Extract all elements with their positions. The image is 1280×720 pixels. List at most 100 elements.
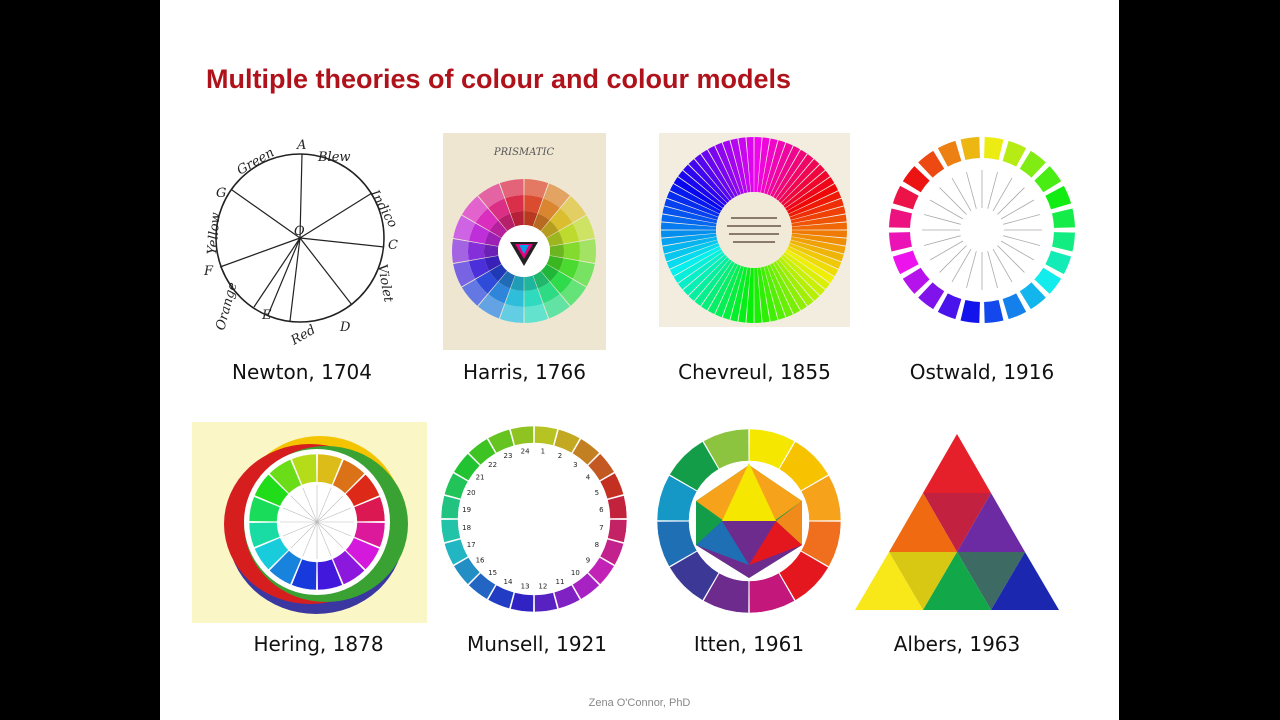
harris-wheel-segment bbox=[484, 231, 502, 247]
chevreul-wheel-segment bbox=[757, 267, 770, 323]
chevreul-wheel-segment bbox=[661, 230, 717, 238]
ostwald-wheel-segment bbox=[889, 208, 912, 228]
chevreul-wheel-segment bbox=[785, 177, 835, 211]
caption-hering: Hering, 1878 bbox=[253, 632, 384, 656]
harris-wheel-segment bbox=[468, 241, 485, 261]
hering-spoke bbox=[302, 521, 318, 557]
harris-wheel-segment bbox=[543, 183, 570, 208]
harris-wheel-segment bbox=[453, 215, 476, 241]
caption-newton: Newton, 1704 bbox=[232, 360, 372, 384]
ostwald-spoke bbox=[966, 251, 977, 289]
caption-itten: Itten, 1961 bbox=[693, 632, 805, 656]
hering-spoke bbox=[316, 521, 332, 557]
chevreul-wheel-segment bbox=[778, 257, 820, 301]
chevreul-wheel-segment bbox=[673, 249, 723, 283]
chevreul-wheel-segment bbox=[688, 257, 730, 301]
chevreul-wheel-segment bbox=[767, 264, 793, 318]
ostwald-wheel-segment bbox=[918, 150, 945, 178]
munsell-number: 6 bbox=[599, 506, 604, 514]
harris-wheel-segment bbox=[524, 211, 538, 227]
harris-wheel-segment bbox=[452, 238, 469, 264]
chevreul-wheel-segment bbox=[730, 138, 748, 194]
harris-wheel-segment bbox=[533, 213, 550, 231]
caption-albers: Albers, 1963 bbox=[893, 632, 1021, 656]
chevreul-wheel-segment bbox=[778, 159, 820, 203]
newton-colour-circle-icon: A Blew Indico C Violet D Red Orange E Ye… bbox=[202, 135, 402, 350]
munsell-wheel-segment bbox=[453, 453, 481, 481]
harris-wheel-segment bbox=[572, 215, 595, 241]
caption-munsell: Munsell, 1921 bbox=[466, 632, 608, 656]
newton-label-e: E bbox=[261, 308, 272, 323]
chevreul-wheel-segment bbox=[791, 233, 847, 246]
harris-wheel-segment bbox=[560, 196, 587, 223]
ostwald-wheel-segment bbox=[960, 137, 980, 160]
hering-spoke bbox=[282, 507, 318, 523]
hering-wheel-segment bbox=[248, 496, 281, 522]
ostwald-spoke bbox=[929, 199, 964, 220]
chevreul-wheel-segment bbox=[694, 154, 733, 201]
harris-wheel-segment bbox=[524, 179, 549, 199]
newton-label-blew: Blew bbox=[317, 150, 351, 165]
harris-wheel-segment bbox=[524, 195, 543, 214]
chevreul-wheel-segment bbox=[722, 265, 744, 320]
harris-wheel-segment bbox=[549, 271, 573, 294]
chevreul-wheel-segment bbox=[730, 266, 748, 322]
munsell-wheel-segment bbox=[487, 429, 515, 454]
ostwald-spoke bbox=[997, 187, 1025, 215]
ostwald-wheel-segment bbox=[1045, 185, 1072, 210]
chevreul-wheel-segment bbox=[661, 222, 717, 230]
munsell-wheel-segment bbox=[534, 425, 558, 446]
ostwald-spoke bbox=[923, 235, 961, 246]
chevreul-wheel-segment bbox=[790, 206, 846, 224]
harris-prismatic-wheel-icon: PRISMATIC bbox=[443, 133, 606, 350]
ostwald-wheel-segment bbox=[1045, 250, 1072, 275]
ostwald-wheel-segment bbox=[892, 250, 919, 275]
harris-wheel-segment bbox=[572, 261, 595, 287]
hering-spoke bbox=[316, 521, 352, 537]
munsell-number: 24 bbox=[521, 448, 530, 456]
ostwald-wheel-segment bbox=[1052, 232, 1075, 252]
ostwald-spoke bbox=[987, 251, 998, 289]
harris-wheel-segment bbox=[505, 288, 524, 307]
hering-spoke bbox=[316, 507, 352, 523]
munsell-number: 11 bbox=[556, 578, 565, 586]
munsell-wheel-segment bbox=[607, 495, 628, 519]
chevreul-wheel-segment bbox=[746, 267, 754, 323]
chevreul-wheel-segment bbox=[669, 183, 721, 214]
ostwald-wheel-segment bbox=[1034, 267, 1062, 294]
munsell-number: 1 bbox=[541, 448, 545, 456]
chevreul-wheel-segment bbox=[789, 198, 844, 220]
munsell-wheel-segment bbox=[587, 557, 615, 585]
ostwald-wheel-segment bbox=[937, 140, 962, 167]
caption-ostwald: Ostwald, 1916 bbox=[909, 360, 1055, 384]
newton-label-orange: Orange bbox=[213, 281, 240, 333]
ostwald-spoke bbox=[1000, 199, 1035, 220]
munsell-number: 18 bbox=[462, 524, 471, 532]
chevreul-wheel-segment bbox=[701, 261, 735, 311]
harris-wheel-segment bbox=[488, 281, 511, 304]
hering-wheel-segment bbox=[269, 550, 302, 585]
munsell-number: 19 bbox=[462, 506, 471, 514]
ostwald-spoke bbox=[951, 248, 972, 283]
ostwald-wheel-segment bbox=[1002, 140, 1027, 167]
chevreul-wheel-segment bbox=[694, 259, 733, 306]
hering-wheel-segment bbox=[332, 550, 365, 585]
hering-spoke bbox=[302, 487, 318, 523]
harris-wheel-segment bbox=[489, 264, 508, 282]
harris-wheel-segment bbox=[546, 231, 564, 247]
harris-wheel-segment bbox=[461, 196, 488, 223]
chevreul-wheel-segment bbox=[701, 149, 735, 199]
harris-wheel-segment bbox=[510, 211, 524, 227]
newton-label-g: G bbox=[216, 186, 226, 201]
harris-wheel-segment bbox=[533, 271, 550, 289]
harris-wheel-segment bbox=[558, 223, 580, 244]
hering-wheel-segment bbox=[269, 459, 302, 494]
chevreul-wheel-segment bbox=[783, 170, 830, 209]
munsell-wheel-segment bbox=[468, 438, 496, 466]
chevreul-wheel-segment bbox=[662, 236, 718, 254]
chevreul-wheel-segment bbox=[661, 233, 717, 246]
chevreul-wheel-segment bbox=[767, 142, 793, 196]
harris-wheel-segment bbox=[475, 208, 499, 231]
ostwald-wheel-segment bbox=[937, 293, 962, 320]
ostwald-spoke bbox=[987, 171, 998, 209]
